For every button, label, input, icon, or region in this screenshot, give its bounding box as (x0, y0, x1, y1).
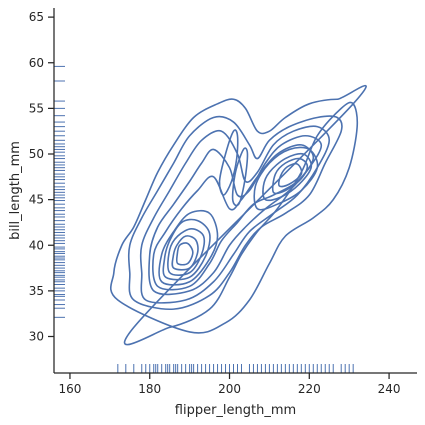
y-axis-ticks: 30 35 40 45 50 55 60 65 (29, 10, 54, 344)
x-tick-label: 160 (59, 382, 82, 396)
x-axis-label: flipper_length_mm (175, 403, 296, 418)
contour-line (148, 134, 323, 296)
contour-line (175, 242, 194, 266)
contour-line (171, 235, 199, 271)
y-tick-label: 30 (29, 330, 44, 344)
contour-line (162, 218, 211, 281)
contour-line (110, 84, 367, 346)
y-tick-label: 45 (29, 193, 44, 207)
x-tick-label: 220 (298, 382, 321, 396)
x-tick-label: 240 (378, 382, 401, 396)
contour-line (262, 152, 313, 202)
density-contours (110, 84, 367, 346)
contour-line (152, 144, 315, 291)
contour-line (167, 228, 206, 276)
contour-line (127, 115, 343, 311)
x-tick-label: 200 (218, 382, 241, 396)
contour-line (271, 157, 309, 195)
x-tick-label: 180 (138, 382, 161, 396)
y-tick-label: 50 (29, 147, 44, 161)
x-axis-ticks: 160 180 200 220 240 (59, 373, 401, 396)
contour-line (218, 129, 239, 196)
contour-line (277, 162, 303, 188)
y-tick-label: 65 (29, 10, 44, 24)
contour-line (231, 147, 249, 207)
contour-line (139, 125, 331, 304)
y-tick-label: 35 (29, 284, 44, 298)
y-axis-label: bill_length_mm (8, 141, 23, 240)
contour-line (253, 146, 319, 211)
y-rug (54, 65, 65, 318)
x-rug (117, 364, 354, 373)
y-tick-label: 60 (29, 56, 44, 70)
y-tick-label: 55 (29, 101, 44, 115)
y-tick-label: 40 (29, 238, 44, 252)
contour-line (158, 209, 219, 286)
